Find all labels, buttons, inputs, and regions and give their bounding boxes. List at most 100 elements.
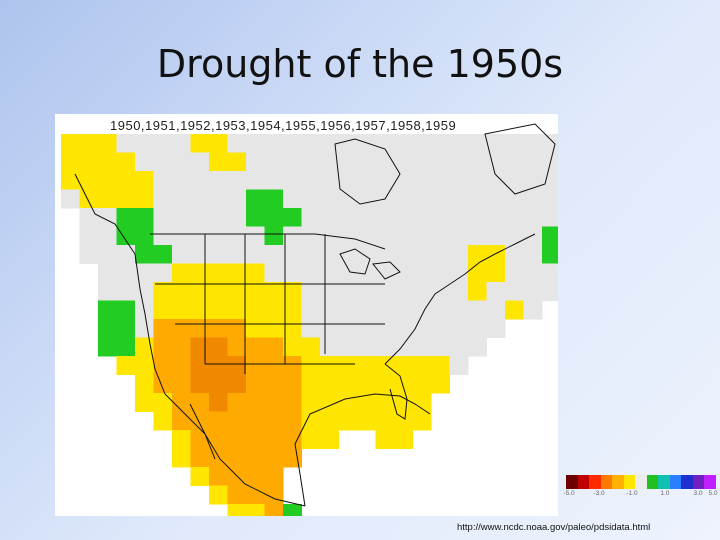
pdsi-cell <box>172 263 191 283</box>
pdsi-cell <box>190 226 210 246</box>
pdsi-cell <box>227 263 247 283</box>
legend-tick-label: 3.0 <box>693 490 703 497</box>
pdsi-cell <box>246 485 265 505</box>
pdsi-cell <box>449 208 469 227</box>
pdsi-cell <box>412 356 432 375</box>
pdsi-cell <box>301 171 321 190</box>
pdsi-cell <box>190 152 210 172</box>
pdsi-cell <box>357 300 376 320</box>
map-outline <box>384 233 536 365</box>
legend-tick-label: -3.0 <box>593 490 605 497</box>
pdsi-cell <box>98 245 117 264</box>
pdsi-cell <box>153 152 173 172</box>
legend-swatch <box>600 475 613 489</box>
pdsi-cell <box>116 263 136 283</box>
pdsi-cell <box>209 467 228 486</box>
pdsi-cell <box>468 263 487 283</box>
legend-swatch <box>692 475 705 489</box>
pdsi-cell <box>135 263 154 283</box>
pdsi-cell <box>375 226 395 246</box>
pdsi-cell <box>412 171 432 190</box>
pdsi-cell <box>246 263 265 283</box>
pdsi-cell <box>283 504 302 516</box>
pdsi-cell <box>283 356 302 375</box>
pdsi-cell <box>394 152 413 172</box>
drought-map-svg <box>61 123 558 516</box>
pdsi-cell <box>394 245 413 264</box>
pdsi-cell <box>301 430 321 449</box>
pdsi-cell <box>301 134 321 153</box>
pdsi-cell <box>301 300 321 320</box>
pdsi-cell <box>394 319 413 338</box>
pdsi-cell <box>283 300 302 320</box>
pdsi-cell <box>320 319 339 338</box>
pdsi-cell <box>172 374 191 394</box>
pdsi-cell <box>449 356 469 375</box>
pdsi-cell <box>227 171 247 190</box>
pdsi-cell <box>264 430 284 449</box>
pdsi-cell <box>246 226 265 246</box>
legend-swatch <box>623 475 636 489</box>
pdsi-cell <box>172 393 191 412</box>
pdsi-cell <box>246 189 265 209</box>
legend-tick-label: 1.0 <box>660 490 670 497</box>
pdsi-cell <box>135 337 154 357</box>
pdsi-cell <box>320 411 339 431</box>
pdsi-cell <box>209 485 228 505</box>
pdsi-cell <box>523 171 543 190</box>
map-outline <box>294 393 431 507</box>
pdsi-cell <box>61 189 80 209</box>
pdsi-cell <box>135 152 154 172</box>
pdsi-cell <box>264 448 284 468</box>
pdsi-cell <box>135 171 154 190</box>
pdsi-cell <box>172 226 191 246</box>
pdsi-cell <box>542 208 558 227</box>
pdsi-cell <box>264 245 284 264</box>
pdsi-cell <box>357 134 376 153</box>
legend-swatch <box>635 475 647 489</box>
pdsi-cell <box>227 300 247 320</box>
pdsi-cell <box>283 189 302 209</box>
pdsi-cell <box>301 189 321 209</box>
pdsi-cell <box>505 171 524 190</box>
pdsi-grid <box>61 134 558 516</box>
pdsi-cell <box>357 393 376 412</box>
pdsi-cell <box>79 226 99 246</box>
pdsi-cell <box>357 171 376 190</box>
pdsi-cell <box>135 226 154 246</box>
pdsi-cell <box>431 263 450 283</box>
map-outline <box>339 248 371 275</box>
pdsi-cell <box>190 411 210 431</box>
pdsi-cell <box>486 189 506 209</box>
pdsi-cell <box>357 208 376 227</box>
map-outline <box>384 363 408 420</box>
pdsi-cell <box>227 448 247 468</box>
pdsi-cell <box>375 411 395 431</box>
pdsi-cell <box>320 430 339 449</box>
pdsi-cell <box>79 189 99 209</box>
pdsi-cell <box>246 411 265 431</box>
pdsi-cell <box>135 134 154 153</box>
pdsi-cell <box>153 282 173 301</box>
pdsi-cell <box>357 337 376 357</box>
pdsi-cell <box>375 245 395 264</box>
pdsi-cell <box>486 134 506 153</box>
pdsi-cell <box>264 226 284 246</box>
pdsi-cell <box>246 282 265 301</box>
pdsi-cell <box>412 245 432 264</box>
pdsi-cell <box>468 319 487 338</box>
pdsi-cell <box>116 226 136 246</box>
pdsi-cell <box>61 152 80 172</box>
pdsi-cell <box>449 171 469 190</box>
pdsi-cell <box>172 411 191 431</box>
pdsi-cell <box>98 189 117 209</box>
legend-swatch <box>681 475 693 489</box>
pdsi-cell <box>283 393 302 412</box>
pdsi-cell <box>98 152 117 172</box>
pdsi-cell <box>190 430 210 449</box>
pdsi-cell <box>116 356 136 375</box>
pdsi-cell <box>375 208 395 227</box>
pdsi-cell <box>523 282 543 301</box>
pdsi-cell <box>264 319 284 338</box>
pdsi-cell <box>153 245 173 264</box>
